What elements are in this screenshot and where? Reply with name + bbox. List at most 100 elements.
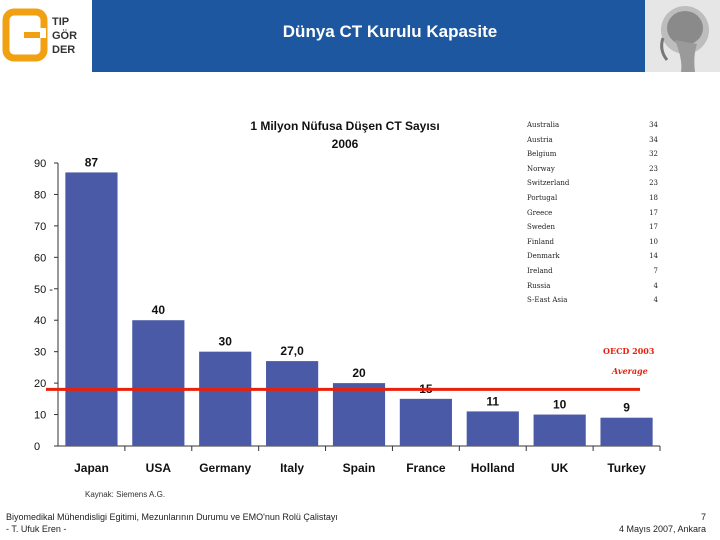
footer-right: 7 4 Mayıs 2007, Ankara bbox=[619, 511, 706, 535]
y-tick-label: 90 bbox=[34, 158, 46, 170]
bar-chart: 1 Milyon Nüfusa Düşen CT Sayısı 2006 0 10… bbox=[34, 119, 661, 475]
country-name: Ireland bbox=[527, 266, 553, 275]
country-value: 34 bbox=[649, 121, 658, 129]
table-row: Finland 10 bbox=[525, 235, 660, 250]
country-name: S-East Asia bbox=[527, 296, 568, 305]
oecd-country-table: Australia 34 Austria 34 Belgium 32 Norway 23 Swi… bbox=[525, 118, 660, 308]
country-name: Denmark bbox=[527, 252, 560, 261]
table-row: Ireland 7 bbox=[525, 264, 660, 279]
country-name: Sweden bbox=[527, 223, 556, 232]
bar bbox=[199, 351, 252, 446]
country-name: Norway bbox=[527, 164, 555, 173]
bar-value-label: 30 bbox=[219, 335, 233, 349]
x-tick-label: Spain bbox=[343, 461, 376, 475]
bar bbox=[65, 172, 118, 446]
x-tick-label: Germany bbox=[199, 461, 251, 475]
oecd-label: OECD 2003 bbox=[603, 346, 655, 356]
bar-value-label: 20 bbox=[352, 366, 366, 380]
country-name: Greece bbox=[527, 208, 553, 217]
y-tick-label: 40 bbox=[34, 315, 46, 327]
y-tick-label: 80 bbox=[34, 189, 46, 201]
country-value: 10 bbox=[649, 237, 658, 246]
bar bbox=[266, 361, 319, 446]
country-value: 34 bbox=[649, 135, 658, 144]
table-row: Russia 4 bbox=[525, 279, 660, 294]
country-value: 32 bbox=[649, 150, 658, 159]
bar-value-label: 40 bbox=[152, 303, 166, 317]
footer-event: Biyomedikal Mühendisligi Egitimi, Mezunl… bbox=[6, 512, 338, 522]
bar-value-label: 9 bbox=[623, 401, 630, 415]
country-value: 17 bbox=[649, 223, 658, 232]
country-name: Australia bbox=[527, 121, 560, 129]
logo-line-3: DER bbox=[52, 44, 76, 56]
chart-subtitle: 2006 bbox=[332, 137, 359, 151]
country-name: Russia bbox=[527, 281, 551, 290]
y-tick-label: 0 bbox=[34, 441, 40, 453]
bar-value-label: 11 bbox=[486, 394, 499, 408]
footer-date: 4 Mayıs 2007, Ankara bbox=[618, 524, 706, 534]
table-row: Belgium 32 bbox=[525, 147, 660, 162]
country-value: 7 bbox=[653, 266, 658, 275]
y-tick-label: 10 bbox=[34, 410, 46, 422]
logo-mark-icon bbox=[2, 8, 48, 62]
logo-line-1: TIP bbox=[52, 16, 70, 28]
table-row: Australia 34 bbox=[525, 118, 660, 133]
table-row: Greece 17 bbox=[525, 206, 660, 221]
country-name: Switzerland bbox=[527, 179, 570, 188]
bar bbox=[466, 411, 519, 446]
bar-value-label: 27,0 bbox=[280, 344, 304, 358]
footer-author: - T. Ufuk Eren - bbox=[6, 524, 67, 534]
country-value: 23 bbox=[649, 179, 658, 188]
country-value: 17 bbox=[649, 208, 658, 217]
table-row: Norway 23 bbox=[525, 162, 660, 177]
bar bbox=[399, 398, 452, 446]
country-name: Belgium bbox=[527, 150, 557, 159]
logo-line-2: GÖR bbox=[52, 30, 78, 42]
x-labels: Japan USA Germany Italy Spain France Holland UK… bbox=[74, 446, 661, 475]
x-tick-label: Japan bbox=[74, 461, 109, 475]
country-name: Austria bbox=[527, 135, 553, 144]
page-number: 7 bbox=[700, 512, 706, 522]
x-tick-label: USA bbox=[146, 461, 172, 475]
x-tick-label: Italy bbox=[280, 461, 304, 475]
header-bar bbox=[0, 0, 720, 72]
bar-value-label: 87 bbox=[85, 155, 99, 169]
y-tick-label: 50 - bbox=[34, 284, 53, 296]
y-tick-label: 30 bbox=[34, 347, 46, 359]
x-tick-label: Turkey bbox=[607, 461, 646, 475]
y-tick-label: 60 bbox=[34, 252, 46, 264]
country-value: 23 bbox=[649, 164, 658, 173]
slide-title: Dünya CT Kurulu Kapasite bbox=[282, 22, 498, 41]
y-tick-label: 70 bbox=[34, 221, 46, 233]
table-row: Sweden 17 bbox=[525, 220, 660, 235]
average-label: Average bbox=[612, 366, 648, 376]
x-tick-label: Holland bbox=[471, 461, 515, 475]
bar-value-label: 10 bbox=[553, 398, 567, 412]
country-value: 14 bbox=[649, 252, 658, 261]
table-row: Portugal 18 bbox=[525, 191, 660, 206]
country-name: Finland bbox=[527, 237, 555, 246]
bar bbox=[600, 417, 653, 446]
table-row: Austria 34 bbox=[525, 133, 660, 148]
table-row: Denmark 14 bbox=[525, 249, 660, 264]
country-value: 4 bbox=[653, 296, 658, 305]
country-value: 18 bbox=[649, 193, 658, 202]
source-note: Kaynak: Siemens A.G. bbox=[85, 490, 166, 499]
mri-image bbox=[645, 0, 720, 72]
y-tick-label: 20 bbox=[34, 378, 46, 390]
bar bbox=[533, 414, 586, 446]
mri-head-icon bbox=[645, 0, 720, 72]
bars bbox=[65, 172, 653, 446]
country-value: 4 bbox=[653, 281, 658, 290]
country-name: Portugal bbox=[527, 193, 558, 202]
table-row: S-East Asia 4 bbox=[525, 293, 660, 308]
footer-left: Biyomedikal Mühendisligi Egitimi, Mezunl… bbox=[6, 511, 338, 535]
chart-title: 1 Milyon Nüfusa Düşen CT Sayısı bbox=[250, 119, 439, 133]
table-row: Switzerland 23 bbox=[525, 176, 660, 191]
bar bbox=[332, 383, 386, 446]
x-tick-label: France bbox=[406, 461, 446, 475]
logo: TIP GÖR DER bbox=[0, 0, 92, 72]
bar bbox=[132, 320, 185, 446]
x-tick-label: UK bbox=[551, 461, 569, 475]
